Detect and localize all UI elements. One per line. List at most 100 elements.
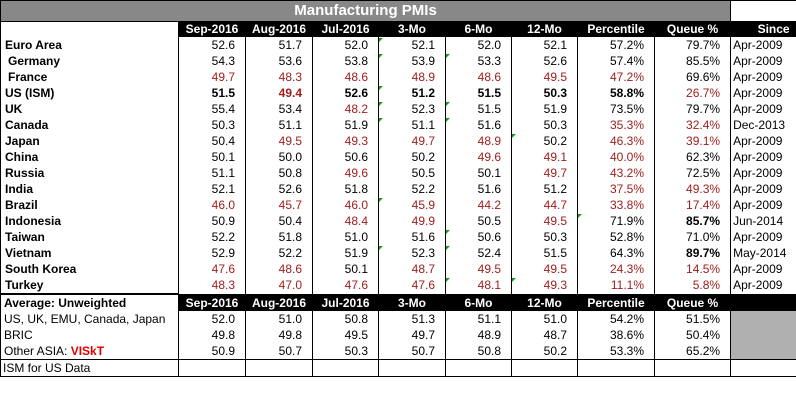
value-cell: 85.7% bbox=[653, 213, 732, 229]
comment-flag-icon bbox=[379, 246, 383, 250]
value-cell: 49.7 bbox=[178, 69, 246, 85]
value-cell: 50.6 bbox=[312, 149, 379, 165]
average-row: US, UK, EMU, Canada, Japan 52.0 51.0 50.8 51… bbox=[0, 311, 796, 327]
average-column-header-jul-2016[interactable]: Jul-2016 bbox=[312, 294, 379, 311]
comment-flag-icon bbox=[379, 102, 383, 106]
value-cell: 51.8 bbox=[245, 229, 313, 245]
average-value-cell: 50.9 bbox=[178, 343, 246, 360]
table-row: Germany 54.3 53.6 53.8 53.9 53.3 52.6 57.4% 85.5… bbox=[0, 53, 796, 69]
comment-flag-icon bbox=[379, 198, 383, 202]
value-cell: 50.2 bbox=[511, 133, 578, 149]
column-header-12-mo[interactable]: 12-Mo bbox=[511, 21, 578, 37]
value-cell: 39.1% bbox=[653, 133, 732, 149]
table-row: Taiwan 52.2 51.8 51.0 51.6 50.6 50.3 52.8% 71.0%… bbox=[0, 229, 796, 245]
value-cell: 72.5% bbox=[653, 165, 732, 181]
since-cell: Dec-2013 bbox=[730, 117, 796, 133]
value-cell: 52.1 bbox=[178, 181, 246, 197]
table-row: Russia 51.1 50.8 49.6 50.5 50.1 49.7 43.2% 72.5%… bbox=[0, 165, 796, 181]
average-column-header-6-mo[interactable]: 6-Mo bbox=[445, 294, 512, 311]
average-column-header-12-mo[interactable]: 12-Mo bbox=[511, 294, 578, 311]
value-cell: 43.2% bbox=[577, 165, 655, 181]
since-cell: May-2014 bbox=[730, 245, 796, 261]
average-filler-cell bbox=[730, 311, 796, 327]
average-value-cell: 49.8 bbox=[178, 327, 246, 343]
value-cell: 37.5% bbox=[577, 181, 655, 197]
average-column-header-3-mo[interactable]: 3-Mo bbox=[378, 294, 446, 311]
value-cell: 53.6 bbox=[245, 53, 313, 69]
average-value-cell: 51.1 bbox=[445, 311, 512, 327]
comment-flag-icon bbox=[446, 246, 450, 250]
column-header-since[interactable]: Since bbox=[730, 21, 796, 37]
value-cell: 85.5% bbox=[653, 53, 732, 69]
average-column-header-aug-2016[interactable]: Aug-2016 bbox=[245, 294, 313, 311]
row-label: Brazil bbox=[0, 197, 179, 213]
table-row: China 50.1 50.0 50.6 50.2 49.6 49.1 40.0% 62.3% A… bbox=[0, 149, 796, 165]
column-header-queue[interactable]: Queue % bbox=[653, 21, 732, 37]
column-header-percentile[interactable]: Percentile bbox=[577, 21, 655, 37]
table-row: France 49.7 48.3 48.6 48.9 48.6 49.5 47.2% 69.6%… bbox=[0, 69, 796, 85]
value-cell: 51.2 bbox=[378, 85, 446, 101]
average-value-cell: 49.5 bbox=[312, 327, 379, 343]
value-cell: 45.7 bbox=[245, 197, 313, 213]
average-value-cell: 50.4% bbox=[653, 327, 732, 343]
footer-empty-cell bbox=[312, 359, 379, 377]
value-cell: 48.7 bbox=[378, 261, 446, 277]
value-cell: 73.5% bbox=[577, 101, 655, 117]
average-row-label: BRIC bbox=[0, 327, 179, 343]
since-cell: Apr-2009 bbox=[730, 165, 796, 181]
value-cell: 24.3% bbox=[577, 261, 655, 277]
value-cell: 51.5 bbox=[511, 245, 578, 261]
column-header-6-mo[interactable]: 6-Mo bbox=[445, 21, 512, 37]
column-header-sep-2016[interactable]: Sep-2016 bbox=[178, 21, 246, 37]
value-cell: 49.3 bbox=[312, 133, 379, 149]
value-cell: 53.9 bbox=[378, 53, 446, 69]
value-cell: 49.1 bbox=[511, 149, 578, 165]
average-row-label: US, UK, EMU, Canada, Japan bbox=[0, 311, 179, 327]
column-header-aug-2016[interactable]: Aug-2016 bbox=[245, 21, 313, 37]
value-cell: 50.5 bbox=[378, 165, 446, 181]
table-row: Japan 50.4 49.5 49.3 49.7 48.9 50.2 46.3% 39.1% A… bbox=[0, 133, 796, 149]
value-cell: 51.6 bbox=[445, 181, 512, 197]
value-cell: 49.5 bbox=[245, 133, 313, 149]
comment-flag-icon bbox=[379, 38, 383, 42]
value-cell: 49.3% bbox=[653, 181, 732, 197]
row-label: Euro Area bbox=[0, 37, 179, 53]
column-header-3-mo[interactable]: 3-Mo bbox=[378, 21, 446, 37]
footer-empty-cell bbox=[511, 359, 578, 377]
value-cell: 47.2% bbox=[577, 69, 655, 85]
average-column-header-queue[interactable]: Queue % bbox=[653, 294, 732, 311]
value-cell: 52.4 bbox=[445, 245, 512, 261]
value-cell: 52.3 bbox=[378, 101, 446, 117]
average-column-header-percentile[interactable]: Percentile bbox=[577, 294, 655, 311]
table-row: Euro Area 52.6 51.7 52.0 52.1 52.0 52.1 57.2% 79… bbox=[0, 37, 796, 53]
average-value-cell: 50.8 bbox=[312, 311, 379, 327]
value-cell: 55.4 bbox=[178, 101, 246, 117]
footer-empty-cell bbox=[730, 359, 796, 377]
row-label: France bbox=[0, 69, 179, 85]
value-cell: 50.3 bbox=[511, 85, 578, 101]
row-label: Vietnam bbox=[0, 245, 179, 261]
comment-flag-icon bbox=[379, 118, 383, 122]
value-cell: 52.2 bbox=[178, 229, 246, 245]
since-cell: Jun-2014 bbox=[730, 213, 796, 229]
average-value-cell: 48.9 bbox=[445, 327, 512, 343]
average-value-cell: 51.0 bbox=[511, 311, 578, 327]
average-row: Other ASIA: VISkT 50.9 50.7 50.3 50.7 50.8 50.… bbox=[0, 343, 796, 360]
row-label: US (ISM) bbox=[0, 85, 179, 101]
value-cell: 51.5 bbox=[445, 85, 512, 101]
since-cell: Apr-2009 bbox=[730, 277, 796, 295]
value-cell: 44.7 bbox=[511, 197, 578, 213]
value-cell: 40.0% bbox=[577, 149, 655, 165]
table-row: US (ISM) 51.5 49.4 52.6 51.2 51.5 50.3 58.8% 26.… bbox=[0, 85, 796, 101]
average-header-label: Average: Unweighted bbox=[0, 293, 179, 311]
value-cell: 47.6 bbox=[312, 277, 379, 295]
average-column-header-sep-2016[interactable]: Sep-2016 bbox=[178, 294, 246, 311]
footer-empty-cell bbox=[178, 359, 246, 377]
average-filler-cell bbox=[730, 343, 796, 360]
column-header-jul-2016[interactable]: Jul-2016 bbox=[312, 21, 379, 37]
value-cell: 49.9 bbox=[378, 213, 446, 229]
value-cell: 52.2 bbox=[378, 181, 446, 197]
value-cell: 49.4 bbox=[245, 85, 313, 101]
row-label: Indonesia bbox=[0, 213, 179, 229]
